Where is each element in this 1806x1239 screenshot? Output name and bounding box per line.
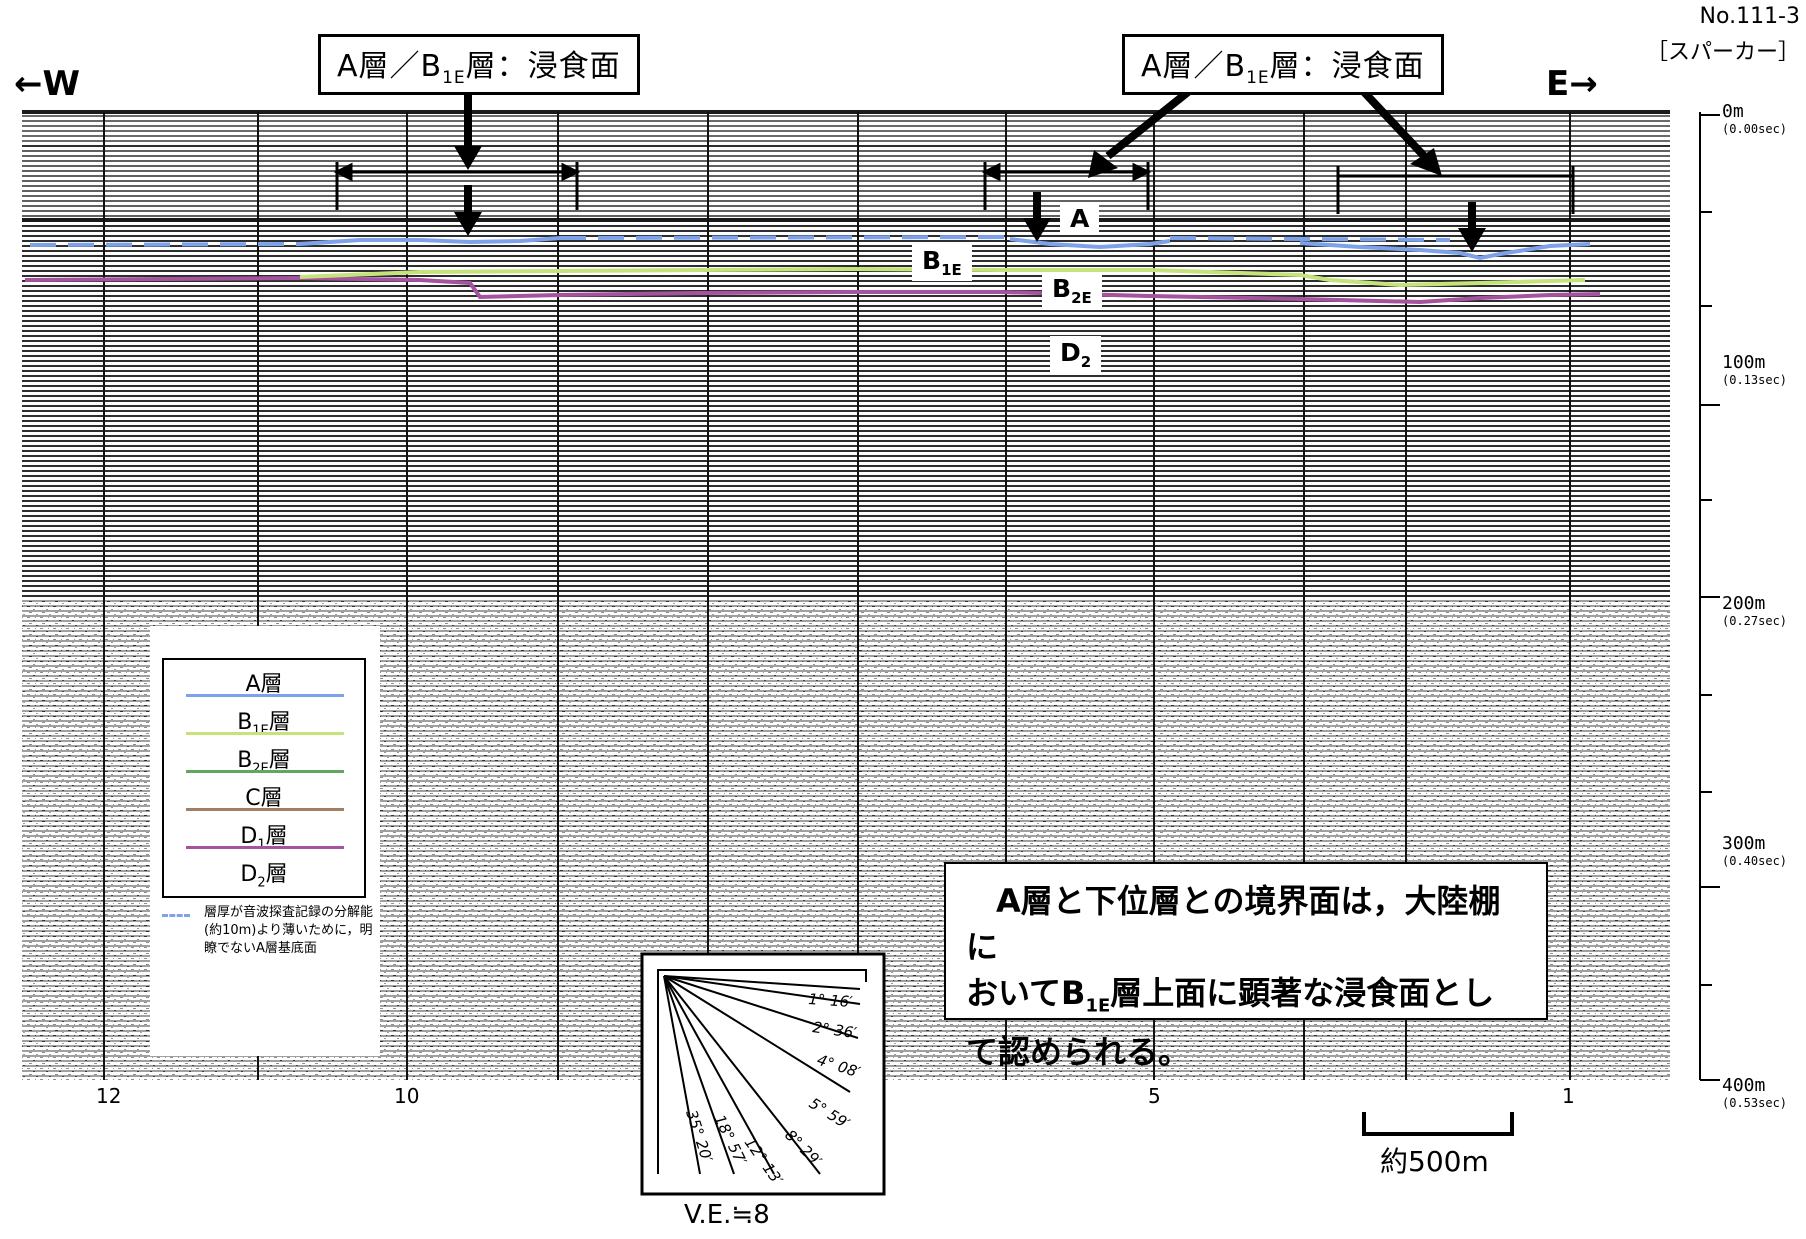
two-way-time: (0.27sec) xyxy=(1722,614,1788,628)
legend-item-d2: D2層 xyxy=(164,846,364,894)
b2e-horizon-line xyxy=(299,266,1586,288)
scale-bar-label: 約500m xyxy=(1380,1145,1489,1178)
layer-label-subscript: 2 xyxy=(1080,353,1092,371)
callout-subscript: 1E xyxy=(442,68,466,88)
depth-value: 0m xyxy=(1722,101,1744,122)
callout-text: 層：浸食面 xyxy=(1269,49,1425,84)
callout-text: A層／B xyxy=(337,49,443,84)
layer-label-subscript: 2E xyxy=(1071,289,1092,307)
finding-text-box: A層と下位層との境界面は，大陸棚に おいてB1E層上面に顕著な浸食面とし て認め… xyxy=(944,862,1548,1071)
finding-line-3: て認められる。 xyxy=(966,1033,1191,1072)
b1e-horizon-dashed xyxy=(29,235,1451,247)
layer-label-text: B xyxy=(922,246,942,275)
vertical-exaggeration-inset xyxy=(640,952,886,1196)
shot-point-5: 5 xyxy=(1148,1084,1161,1108)
b1e-horizon-line xyxy=(299,236,1591,261)
direction-west-label: ←W xyxy=(14,64,80,104)
depth-value: 100m xyxy=(1722,352,1766,373)
layer-label-text: A xyxy=(1070,204,1090,233)
legend-dashed-note: 層厚が音波探査記録の分解能(約10m)より薄いために，明瞭でないA層基底面 xyxy=(204,905,374,956)
callout-subscript: 1E xyxy=(1246,68,1270,88)
d2-horizon-line xyxy=(24,275,1601,305)
two-way-time: (0.40sec) xyxy=(1722,854,1788,868)
depth-tick-100m: 100m (0.13sec) xyxy=(1722,352,1788,388)
legend-item-a: A層 xyxy=(164,664,364,704)
depth-tick-400m: 400m (0.53sec) xyxy=(1722,1075,1788,1111)
depth-tick-0m: 0m (0.00sec) xyxy=(1722,101,1788,137)
legend-dashed-swatch xyxy=(162,914,190,917)
callout-text: A層／B xyxy=(1141,49,1247,84)
legend-item-b1e: B1E層 xyxy=(164,694,364,742)
layer-label-b2e: B2E xyxy=(1042,272,1102,309)
layer-label-text: B xyxy=(1052,274,1072,303)
two-way-time: (0.13sec) xyxy=(1722,373,1788,387)
depth-tick-200m: 200m (0.27sec) xyxy=(1722,593,1788,629)
shot-point-12: 12 xyxy=(96,1084,122,1108)
depth-value: 200m xyxy=(1722,593,1766,614)
legend-item-d1: D1層 xyxy=(164,808,364,856)
layer-label-subscript: 1E xyxy=(941,261,962,279)
horizontal-scale-bar xyxy=(1362,1112,1514,1136)
pointer-arrows xyxy=(454,88,1486,252)
layer-label-b1e: B1E xyxy=(912,244,972,281)
shot-point-gridlines xyxy=(103,112,1571,1080)
legend-swatch-d1 xyxy=(186,808,344,811)
layer-label-text: D xyxy=(1060,338,1081,367)
two-way-time: (0.53sec) xyxy=(1722,1096,1788,1110)
legend-item-b2e: B2E層 xyxy=(164,732,364,780)
legend-swatch-d2 xyxy=(186,846,344,849)
layer-label-a: A xyxy=(1060,202,1100,235)
depth-tick-300m: 300m (0.40sec) xyxy=(1722,833,1788,869)
depth-axis xyxy=(1699,112,1720,1081)
legend-label: C層 xyxy=(245,786,283,811)
vertical-exaggeration-label: V.E.≒8 xyxy=(684,1200,770,1230)
layer-legend: A層 B1E層 B2E層 C層 D1層 D2層 層厚が音波探査記録の分解能(約1… xyxy=(150,626,380,1056)
direction-east-label: E→ xyxy=(1546,64,1598,104)
legend-item-c: C層 xyxy=(164,770,364,818)
record-id: No.111-3 xyxy=(1699,4,1800,29)
legend-label: D2層 xyxy=(240,862,288,891)
legend-swatch-b1e xyxy=(186,694,344,697)
erosion-surface-callout-right: A層／B1E層：浸食面 xyxy=(1122,34,1444,95)
legend-swatch-b2e xyxy=(186,732,344,735)
erosion-surface-callout-left: A層／B1E層：浸食面 xyxy=(318,34,640,95)
two-way-time: (0.00sec) xyxy=(1722,122,1788,136)
shot-point-1: 1 xyxy=(1562,1084,1575,1108)
finding-line-1: A層と下位層との境界面は，大陸棚に xyxy=(966,882,1501,966)
callout-text: 層：浸食面 xyxy=(465,49,621,84)
record-type: ［スパーカー］ xyxy=(1645,40,1800,65)
legend-label: A層 xyxy=(245,672,283,697)
depth-value: 300m xyxy=(1722,833,1766,854)
legend-swatch-c xyxy=(186,770,344,773)
depth-value: 400m xyxy=(1722,1075,1766,1096)
legend-frame: A層 B1E層 B2E層 C層 D1層 D2層 xyxy=(162,658,366,898)
layer-label-d2: D2 xyxy=(1050,336,1102,373)
erosion-extent-brackets xyxy=(333,162,1575,214)
legend-label: D1層 xyxy=(240,824,288,853)
finding-line-2: おいてB1E層上面に顕著な浸食面とし xyxy=(966,974,1495,1017)
shot-point-10: 10 xyxy=(394,1084,420,1108)
